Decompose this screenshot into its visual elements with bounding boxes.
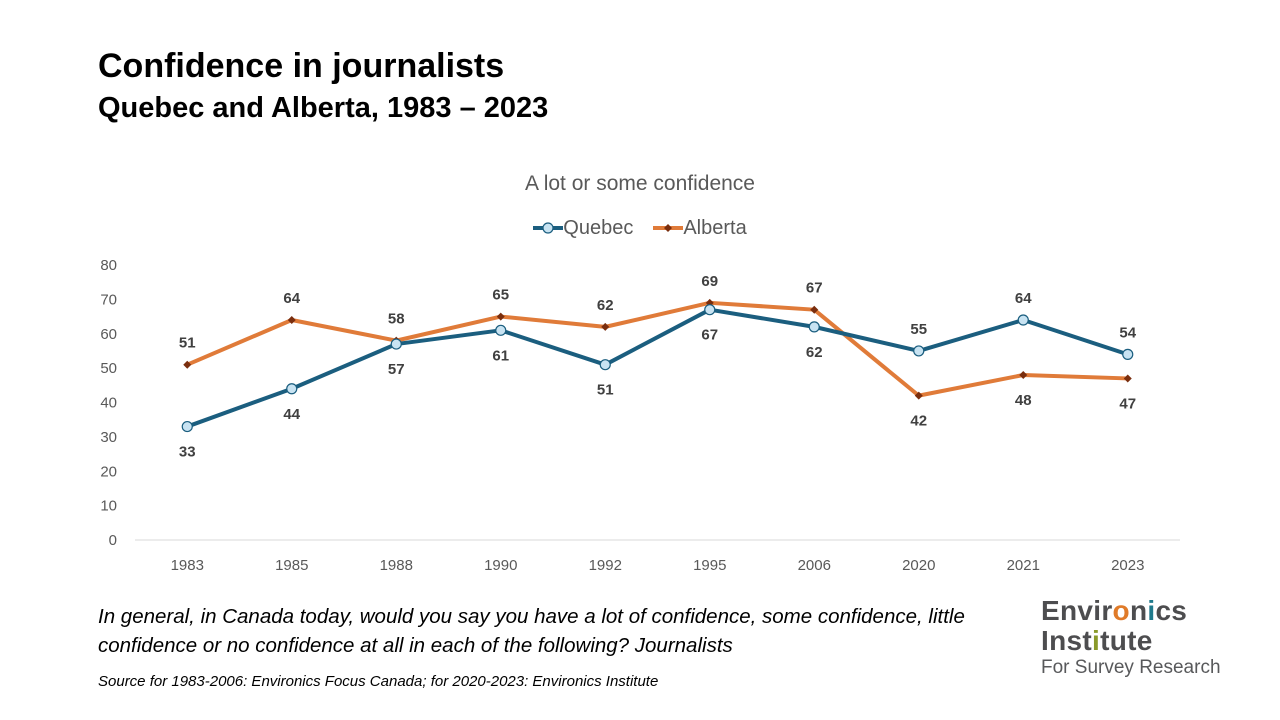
data-label-quebec: 55 (910, 321, 927, 338)
x-tick-label: 2020 (902, 557, 935, 574)
data-label-quebec: 51 (597, 382, 614, 399)
x-tick-label: 2023 (1111, 557, 1144, 574)
series-line-alberta (185, 300, 1130, 398)
data-point-quebec (913, 345, 925, 357)
environics-logo: Environics Institute For Survey Research (1041, 596, 1271, 680)
data-point-quebec (1122, 348, 1134, 360)
x-tick-label: 1990 (484, 557, 517, 574)
x-tick-label: 1983 (171, 557, 204, 574)
y-tick-label: 0 (109, 532, 117, 549)
data-label-quebec: 54 (1119, 324, 1136, 341)
data-label-quebec: 62 (806, 344, 823, 361)
y-tick-label: 10 (100, 498, 117, 515)
data-label-alberta: 62 (597, 297, 614, 314)
data-point-alberta (1123, 374, 1132, 383)
y-tick-label: 80 (100, 257, 117, 274)
logo-line-2: Institute (1041, 625, 1153, 656)
chart-legend: Quebec Alberta (0, 216, 1280, 240)
data-point-quebec (599, 359, 611, 371)
logo-line-3: For Survey Research (1041, 657, 1221, 678)
data-point-alberta (287, 316, 296, 324)
data-point-quebec (704, 304, 716, 316)
legend-label-quebec: Quebec (563, 217, 634, 239)
data-label-quebec: 61 (492, 347, 509, 364)
data-label-quebec: 67 (701, 327, 718, 344)
x-tick-label: 2021 (1007, 557, 1040, 574)
y-tick-label: 60 (100, 326, 117, 343)
line-chart: 0 10 20 30 40 50 60 70 80 1983 1985 1988 1990 1992 199… (100, 257, 1180, 574)
data-label-alberta: 65 (492, 287, 509, 304)
data-point-alberta (914, 391, 923, 400)
data-label-alberta: 69 (701, 273, 718, 290)
survey-question: In general, in Canada today, would you s… (98, 605, 965, 657)
legend-label-alberta: Alberta (683, 217, 747, 239)
data-label-alberta: 42 (910, 413, 927, 430)
page-subtitle: Quebec and Alberta, 1983 – 2023 (98, 92, 549, 124)
data-point-alberta (810, 305, 819, 314)
data-label-quebec: 64 (1015, 290, 1032, 307)
data-point-alberta (1019, 371, 1028, 379)
data-point-quebec (390, 338, 402, 350)
legend-item-alberta: Alberta (653, 216, 747, 240)
data-point-alberta (496, 312, 505, 321)
legend-item-quebec: Quebec (533, 216, 633, 240)
logo-line-1: Environics (1041, 595, 1188, 626)
data-label-quebec: 44 (283, 406, 300, 423)
y-tick-label: 70 (100, 291, 117, 308)
y-tick-label: 40 (100, 395, 117, 412)
data-point-quebec (495, 324, 507, 336)
y-tick-label: 20 (100, 463, 117, 480)
legend-marker-quebec (533, 222, 564, 234)
data-label-alberta: 67 (806, 280, 823, 297)
x-tick-label: 1988 (380, 557, 413, 574)
data-label-alberta: 51 (179, 335, 196, 352)
x-tick-label: 1992 (589, 557, 622, 574)
y-tick-label: 50 (100, 360, 117, 377)
data-point-quebec (808, 321, 820, 333)
data-label-quebec: 57 (388, 361, 405, 378)
data-point-quebec (286, 383, 298, 395)
legend-marker-alberta (653, 224, 684, 232)
series-line-quebec (185, 307, 1130, 429)
chart-title: A lot or some confidence (525, 172, 755, 195)
x-tick-label: 2006 (798, 557, 831, 574)
x-tick-label: 1985 (275, 557, 308, 574)
data-label-alberta: 48 (1015, 392, 1032, 409)
data-point-quebec (181, 420, 193, 433)
data-label-quebec: 33 (179, 444, 196, 461)
x-tick-label: 1995 (693, 557, 726, 574)
data-label-alberta: 58 (388, 311, 405, 328)
y-tick-label: 30 (100, 429, 117, 446)
data-point-alberta (183, 360, 192, 369)
data-label-alberta: 64 (283, 290, 300, 307)
page-title: Confidence in journalists (98, 47, 505, 85)
source-note: Source for 1983-2006: Environics Focus C… (98, 673, 659, 690)
data-label-alberta: 47 (1119, 395, 1136, 412)
data-point-quebec (1017, 314, 1029, 326)
data-point-alberta (601, 322, 610, 331)
